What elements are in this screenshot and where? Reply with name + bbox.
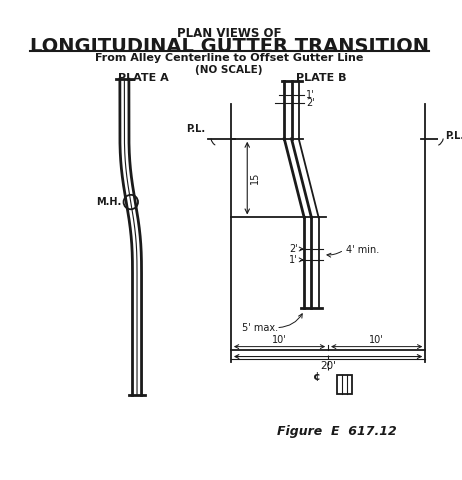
Text: PLATE B: PLATE B bbox=[296, 73, 346, 83]
Text: (NO SCALE): (NO SCALE) bbox=[195, 65, 263, 75]
Text: PLATE A: PLATE A bbox=[118, 73, 169, 83]
Text: P.L.: P.L. bbox=[445, 131, 462, 141]
Bar bbox=[337, 374, 352, 395]
Text: From Alley Centerline to Offset Gutter Line: From Alley Centerline to Offset Gutter L… bbox=[95, 53, 363, 63]
Text: 2': 2' bbox=[289, 244, 298, 254]
Text: 15: 15 bbox=[250, 172, 260, 184]
Text: 4' min.: 4' min. bbox=[346, 245, 379, 255]
Text: LONGITUDINAL GUTTER TRANSITION: LONGITUDINAL GUTTER TRANSITION bbox=[30, 37, 429, 56]
Text: 2': 2' bbox=[306, 97, 315, 108]
Text: Figure  E  617.12: Figure E 617.12 bbox=[277, 425, 396, 438]
Text: 10': 10' bbox=[369, 335, 384, 345]
Text: 5' max.: 5' max. bbox=[242, 323, 278, 333]
Text: 1': 1' bbox=[289, 255, 298, 265]
Text: 1': 1' bbox=[306, 90, 315, 100]
Text: M.H.: M.H. bbox=[97, 197, 122, 207]
Text: PLAN VIEWS OF: PLAN VIEWS OF bbox=[177, 27, 281, 40]
Text: P.L.: P.L. bbox=[187, 124, 206, 134]
Text: 10': 10' bbox=[272, 335, 287, 345]
Text: 20': 20' bbox=[320, 361, 336, 371]
Text: ¢: ¢ bbox=[313, 372, 321, 383]
